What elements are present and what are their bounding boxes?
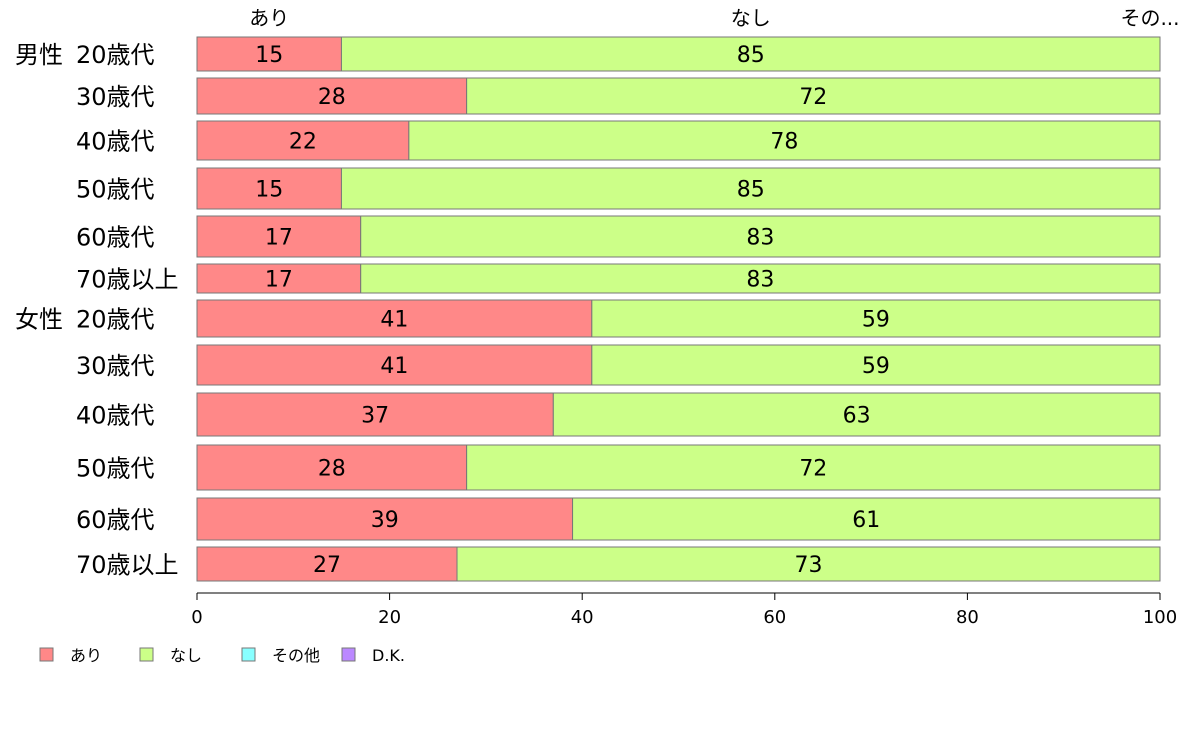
- bar-value-label: 28: [318, 457, 346, 482]
- bar-segment: [466, 444, 1161, 491]
- row-label: 30歳代: [76, 83, 155, 111]
- bar-value-label: 83: [746, 226, 774, 251]
- bar-value-label: 63: [843, 404, 871, 429]
- bar-segment: [340, 36, 1161, 72]
- bar-value-label: 83: [746, 268, 774, 293]
- x-tick-label: 100: [1143, 607, 1177, 628]
- bar-segment: [591, 344, 1161, 386]
- bar-value-label: 72: [799, 85, 827, 110]
- bar-segment: [572, 497, 1161, 541]
- bar-segment: [360, 215, 1161, 258]
- bar-segment: [360, 263, 1161, 294]
- bar-segment: [196, 444, 468, 491]
- x-tick-label: 40: [571, 607, 594, 628]
- x-tick-label: 60: [763, 607, 786, 628]
- bar-segment: [196, 36, 342, 72]
- row-label: 50歳代: [76, 176, 155, 204]
- bar-segment: [196, 546, 458, 582]
- bar-segment: [196, 215, 362, 258]
- bar-segment: [340, 167, 1161, 210]
- bar-segment: [466, 77, 1161, 115]
- bar-segment: [196, 497, 574, 541]
- bar-segment: [196, 299, 593, 338]
- bar-value-label: 72: [799, 457, 827, 482]
- x-tick-label: 20: [378, 607, 401, 628]
- bar-value-label: 85: [737, 43, 765, 68]
- bar-value-label: 17: [265, 268, 293, 293]
- bar-value-label: 27: [313, 553, 341, 578]
- bar-segment: [408, 120, 1161, 161]
- bar-segment: [552, 392, 1161, 437]
- bar-value-label: 22: [289, 130, 317, 155]
- row-label: 70歳以上: [76, 266, 179, 294]
- group-label: 男性: [15, 41, 63, 69]
- legend-label: その他: [272, 646, 320, 665]
- bar-segment: [591, 299, 1161, 338]
- row-label: 30歳代: [76, 352, 155, 380]
- top-label-0: あり: [249, 6, 289, 30]
- legend-label: D.K.: [372, 646, 405, 665]
- bar-value-label: 39: [371, 508, 399, 533]
- row-label: 60歳代: [76, 506, 155, 534]
- bar-value-label: 37: [361, 404, 389, 429]
- bar-value-label: 85: [737, 178, 765, 203]
- row-label: 40歳代: [76, 402, 155, 430]
- bar-segment: [456, 546, 1161, 582]
- row-label: 70歳以上: [76, 551, 179, 579]
- row-label: 20歳代: [76, 306, 155, 334]
- legend-label: あり: [70, 646, 102, 665]
- group-label: 女性: [15, 306, 63, 334]
- bar-segment: [196, 120, 410, 161]
- bar-value-label: 59: [862, 308, 890, 333]
- legend-swatch: [139, 647, 154, 662]
- bar-segment: [196, 77, 468, 115]
- top-label-2: その...: [1120, 6, 1179, 30]
- legend: あり なし その他 D.K.: [39, 646, 405, 665]
- bar-segment: [196, 392, 554, 437]
- legend-swatch: [39, 647, 54, 662]
- top-label-1: なし: [731, 6, 771, 30]
- row-label: 20歳代: [76, 41, 155, 69]
- bar-value-label: 78: [770, 130, 798, 155]
- bar-value-label: 15: [255, 43, 283, 68]
- row-label: 40歳代: [76, 128, 155, 156]
- bars: 15 85 28 72 22 78 15 85 17 83 17 83 41 59 41 59 37 63 28 72…: [196, 36, 1161, 582]
- bar-segment: [196, 167, 342, 210]
- bar-value-label: 28: [318, 85, 346, 110]
- row-label: 50歳代: [76, 455, 155, 483]
- row-labels: 20歳代男性30歳代40歳代50歳代60歳代70歳以上20歳代女性30歳代40歳…: [15, 41, 179, 579]
- top-category-labels: あり なし その...: [249, 6, 1179, 30]
- x-tick-label: 80: [956, 607, 979, 628]
- bar-value-label: 41: [380, 354, 408, 379]
- legend-swatch: [341, 647, 356, 662]
- legend-label: なし: [170, 646, 202, 665]
- bar-value-label: 15: [255, 178, 283, 203]
- bar-value-label: 17: [265, 226, 293, 251]
- row-label: 60歳代: [76, 224, 155, 252]
- bar-value-label: 73: [795, 553, 823, 578]
- bar-value-label: 61: [852, 508, 880, 533]
- bar-value-label: 59: [862, 354, 890, 379]
- legend-swatch: [241, 647, 256, 662]
- x-axis: 0 20 40 60 80 100: [191, 592, 1177, 628]
- bar-value-label: 41: [380, 308, 408, 333]
- x-tick-label: 0: [191, 607, 202, 628]
